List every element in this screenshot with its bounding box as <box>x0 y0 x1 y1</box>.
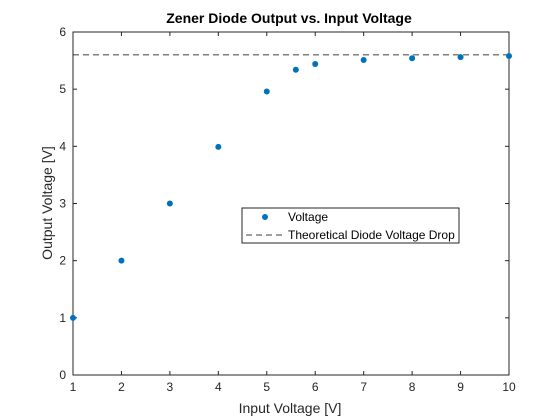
data-point <box>264 88 270 94</box>
data-point <box>167 201 173 207</box>
x-tick-label: 1 <box>70 380 77 394</box>
x-tick-label: 2 <box>118 380 125 394</box>
x-tick-label: 6 <box>312 380 319 394</box>
y-tick-label: 1 <box>59 311 66 325</box>
plot-box <box>73 32 509 375</box>
legend-label-voltage: Voltage <box>288 210 328 224</box>
x-tick-label: 4 <box>215 380 222 394</box>
y-axis-label: Output Voltage [V] <box>39 146 55 260</box>
data-point <box>361 57 367 63</box>
data-point <box>215 144 221 150</box>
data-point <box>458 54 464 60</box>
data-point <box>293 67 299 73</box>
legend-label-theoretical: Theoretical Diode Voltage Drop <box>288 228 455 242</box>
y-tick-label: 6 <box>59 25 66 39</box>
data-point <box>70 315 76 321</box>
y-tick-label: 5 <box>59 82 66 96</box>
legend: Voltage Theoretical Diode Voltage Drop <box>242 208 459 243</box>
x-tick-label: 5 <box>263 380 270 394</box>
x-tick-label: 3 <box>167 380 174 394</box>
data-point <box>118 258 124 264</box>
x-tick-label: 7 <box>360 380 367 394</box>
x-tick-label: 9 <box>457 380 464 394</box>
data-point <box>409 55 415 61</box>
y-tick-label: 3 <box>59 197 66 211</box>
legend-marker-voltage <box>262 214 268 220</box>
x-tick-label: 10 <box>502 380 516 394</box>
data-point <box>506 53 512 59</box>
y-tick-label: 0 <box>59 368 66 382</box>
y-tick-label: 4 <box>59 139 66 153</box>
x-tick-label: 8 <box>409 380 416 394</box>
data-point <box>312 61 318 67</box>
chart-title: Zener Diode Output vs. Input Voltage <box>166 10 412 26</box>
x-axis-label: Input Voltage [V] <box>239 400 342 416</box>
y-tick-label: 2 <box>59 254 66 268</box>
